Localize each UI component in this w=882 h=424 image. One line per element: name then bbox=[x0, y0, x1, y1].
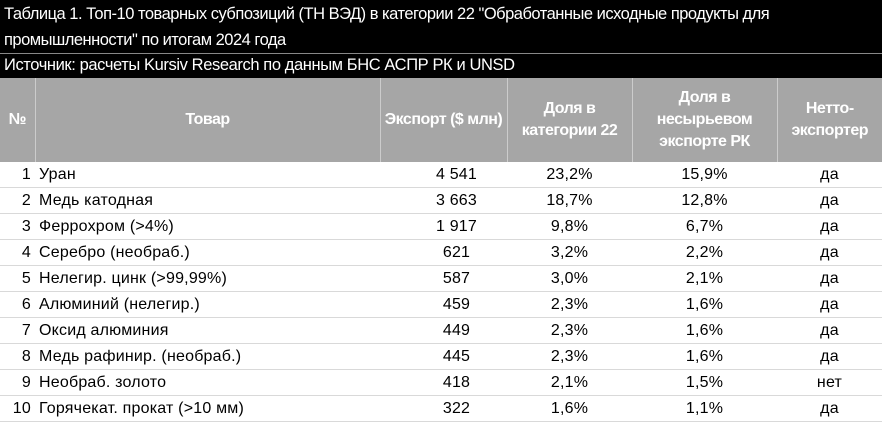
column-header: Экспорт ($ млн) bbox=[379, 78, 507, 162]
table-cell: 3 bbox=[0, 213, 35, 240]
table-cell: 9,8% bbox=[507, 213, 632, 240]
table-cell: да bbox=[777, 343, 882, 370]
table-cell: 2,3% bbox=[507, 317, 632, 344]
table-cell: 1,6% bbox=[507, 395, 632, 422]
table-row: 5 Нелегир. цинк (>99,99%) 587 3,0% 2,1% да bbox=[0, 265, 882, 292]
table-body: 1 Уран 4 541 23,2% 15,9% да 2 Медь катодная 3 66… bbox=[0, 162, 882, 422]
table-cell: 7 bbox=[0, 317, 35, 344]
table-cell: 1,1% bbox=[632, 395, 777, 422]
table-cell: 2,1% bbox=[632, 265, 777, 292]
table-cell: 322 bbox=[380, 395, 507, 422]
table-cell: Алюминий (нелегир.) bbox=[35, 291, 380, 318]
table-cell: 4 bbox=[0, 239, 35, 266]
table-cell: 15,9% bbox=[632, 162, 777, 188]
table-row: 2 Медь катодная 3 663 18,7% 12,8% да bbox=[0, 187, 882, 214]
table-cell: 9 bbox=[0, 369, 35, 396]
table-cell: да bbox=[777, 317, 882, 344]
table-cell: Феррохром (>4%) bbox=[35, 213, 380, 240]
column-header: Товар bbox=[34, 78, 380, 162]
table-cell: 1,6% bbox=[632, 343, 777, 370]
table-cell: 6 bbox=[0, 291, 35, 318]
table-cell: 6,7% bbox=[632, 213, 777, 240]
table-row: 6 Алюминий (нелегир.) 459 2,3% 1,6% да bbox=[0, 291, 882, 318]
data-table: № Товар Экспорт ($ млн) Доля в категории 22… bbox=[0, 78, 882, 422]
table-cell: 3,2% bbox=[507, 239, 632, 266]
table-cell: 2,1% bbox=[507, 369, 632, 396]
column-header: Доля в категории 22 bbox=[506, 78, 632, 162]
table-cell: 459 bbox=[380, 291, 507, 318]
table-row: 8 Медь рафинир. (необраб.) 445 2,3% 1,6% да bbox=[0, 343, 882, 370]
table-cell: Оксид алюминия bbox=[35, 317, 380, 344]
table-row: 3 Феррохром (>4%) 1 917 9,8% 6,7% да bbox=[0, 213, 882, 240]
table-cell: да bbox=[777, 265, 882, 292]
header-row: № Товар Экспорт ($ млн) Доля в категории 22… bbox=[0, 78, 882, 162]
column-header: № bbox=[0, 78, 35, 162]
table-cell: 2,3% bbox=[507, 291, 632, 318]
table-cell: да bbox=[777, 162, 882, 188]
table-row: 9 Необраб. золото 418 2,1% 1,5% нет bbox=[0, 369, 882, 396]
table-cell: да bbox=[777, 213, 882, 240]
table-cell: 5 bbox=[0, 265, 35, 292]
table-cell: 587 bbox=[380, 265, 507, 292]
table-cell: 3,0% bbox=[507, 265, 632, 292]
table-cell: 2 bbox=[0, 187, 35, 214]
table-source: Источник: расчеты Kursiv Research по дан… bbox=[0, 53, 882, 78]
table-cell: Необраб. золото bbox=[35, 369, 380, 396]
table-cell: 2,3% bbox=[507, 343, 632, 370]
table-cell: 1,5% bbox=[632, 369, 777, 396]
table-cell: Уран bbox=[35, 162, 380, 188]
table-cell: 10 bbox=[0, 395, 35, 422]
table-cell: 1 bbox=[0, 162, 35, 188]
column-header: Доля в несырьевом экспорте РК bbox=[631, 78, 777, 162]
table-cell: 4 541 bbox=[380, 162, 507, 188]
table-cell: 621 bbox=[380, 239, 507, 266]
table-cell: 1,6% bbox=[632, 291, 777, 318]
table-cell: 1 917 bbox=[380, 213, 507, 240]
table-cell: нет bbox=[777, 369, 882, 396]
table-row: 10 Горячекат. прокат (>10 мм) 322 1,6% 1,1% д… bbox=[0, 395, 882, 422]
table-title: Таблица 1. Топ-10 товарных субпозиций (Т… bbox=[0, 0, 882, 53]
table-row: 1 Уран 4 541 23,2% 15,9% да bbox=[0, 162, 882, 188]
table-row: 7 Оксид алюминия 449 2,3% 1,6% да bbox=[0, 317, 882, 344]
table-cell: Серебро (необраб.) bbox=[35, 239, 380, 266]
table-cell: 445 bbox=[380, 343, 507, 370]
table-cell: 3 663 bbox=[380, 187, 507, 214]
table-cell: Нелегир. цинк (>99,99%) bbox=[35, 265, 380, 292]
table-cell: Медь рафинир. (необраб.) bbox=[35, 343, 380, 370]
table-cell: 1,6% bbox=[632, 317, 777, 344]
table-cell: 418 bbox=[380, 369, 507, 396]
table-cell: 23,2% bbox=[507, 162, 632, 188]
table-cell: 8 bbox=[0, 343, 35, 370]
table-cell: да bbox=[777, 239, 882, 266]
table-cell: да bbox=[777, 187, 882, 214]
table-cell: да bbox=[777, 291, 882, 318]
table-cell: 449 bbox=[380, 317, 507, 344]
table-cell: да bbox=[777, 395, 882, 422]
table-cell: Медь катодная bbox=[35, 187, 380, 214]
table-row: 4 Серебро (необраб.) 621 3,2% 2,2% да bbox=[0, 239, 882, 266]
table-cell: 12,8% bbox=[632, 187, 777, 214]
column-header: Нетто-экспортер bbox=[776, 78, 882, 162]
table-cell: 2,2% bbox=[632, 239, 777, 266]
table-cell: Горячекат. прокат (>10 мм) bbox=[35, 395, 380, 422]
table-cell: 18,7% bbox=[507, 187, 632, 214]
